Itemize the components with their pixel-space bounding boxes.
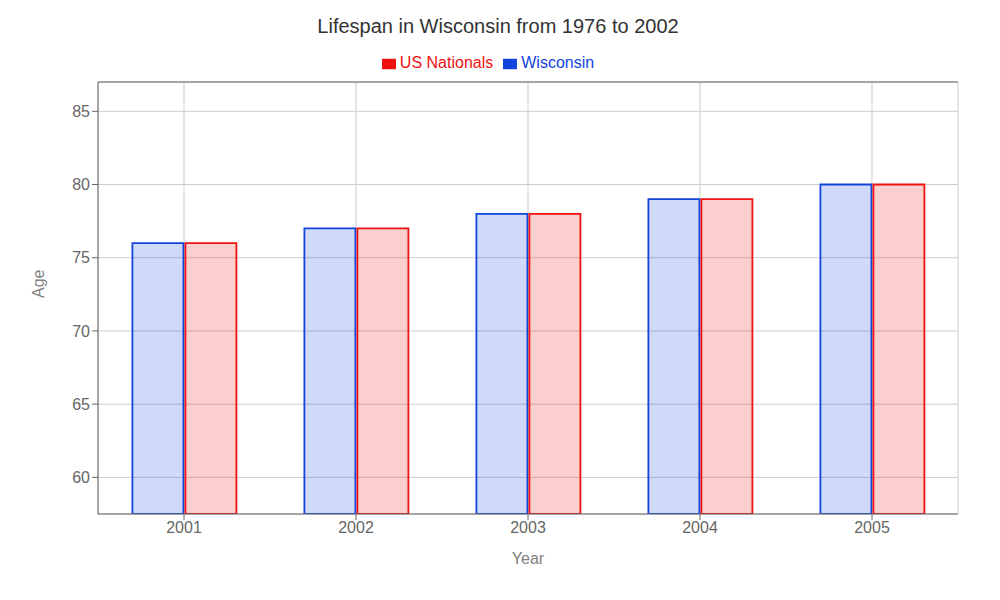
html-text:US Nationals: US Nationals (399, 54, 494, 71)
html-text:Lifespan in Wisconsin from 197: Lifespan in Wisconsin from 1976 to 2002 (317, 15, 679, 37)
svg-text:2002: 2002 (338, 519, 374, 536)
svg-text:2004: 2004 (682, 519, 718, 536)
svg-text:2001: 2001 (166, 519, 202, 536)
svg-text:2003: 2003 (510, 519, 546, 536)
svg-text:70: 70 (72, 323, 90, 340)
svg-text:Year: Year (512, 550, 545, 567)
svg-text:80: 80 (72, 176, 90, 193)
html-text:Wisconsin: Wisconsin (521, 54, 595, 71)
svg-text:65: 65 (72, 396, 90, 413)
svg-text:60: 60 (72, 469, 90, 486)
svg-text:75: 75 (72, 249, 90, 266)
svg-text:85: 85 (72, 103, 90, 120)
svg-text:2005: 2005 (854, 519, 890, 536)
svg-text:Age: Age (30, 269, 47, 298)
